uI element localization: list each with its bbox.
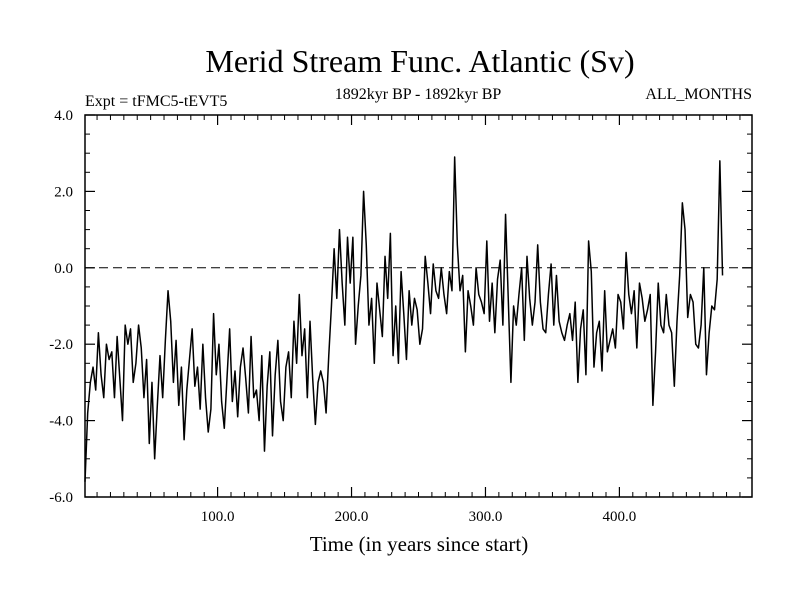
y-tick-label: 2.0 [54, 184, 73, 200]
x-tick-label: 300.0 [469, 509, 503, 525]
x-tick-label: 400.0 [603, 509, 637, 525]
y-tick-label: 0.0 [54, 261, 73, 277]
x-tick-label: 100.0 [201, 509, 235, 525]
x-tick-labels: 100.0 200.0 300.0 400.0 [201, 509, 637, 525]
y-tick-label: -4.0 [49, 414, 73, 430]
period-label: 1892kyr BP - 1892kyr BP [335, 86, 502, 103]
plot-area [84, 114, 753, 498]
y-tick-label: -2.0 [49, 337, 73, 353]
y-major-ticks [85, 114, 752, 498]
y-tick-label: -6.0 [49, 490, 73, 506]
y-tick-labels: -6.0 -4.0 -2.0 0.0 2.0 4.0 [49, 108, 73, 506]
x-axis-label: Time (in years since start) [310, 532, 529, 556]
series-line [84, 156, 724, 482]
x-tick-label: 200.0 [335, 509, 369, 525]
x-major-ticks [216, 115, 621, 497]
plot-frame [84, 114, 753, 498]
x-minor-ticks [96, 115, 741, 497]
chart-title: Merid Stream Func. Atlantic (Sv) [205, 43, 634, 79]
y-minor-ticks [85, 133, 752, 479]
months-label: ALL_MONTHS [645, 86, 752, 103]
y-tick-label: 4.0 [54, 108, 73, 124]
experiment-label: Expt = tFMC5-tEVT5 [85, 93, 227, 110]
